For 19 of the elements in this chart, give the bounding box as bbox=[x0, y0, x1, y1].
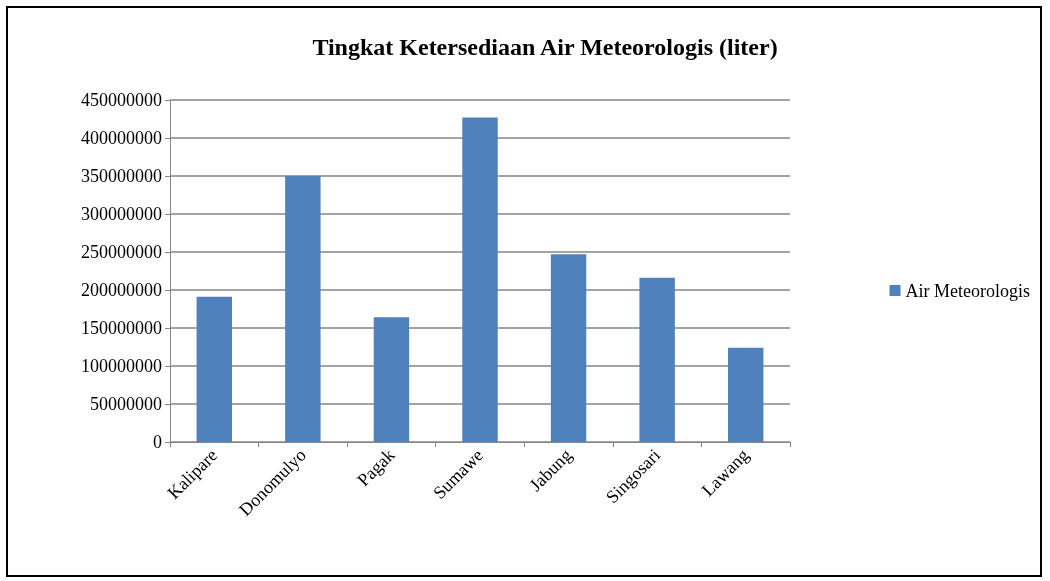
bar bbox=[373, 317, 410, 442]
y-tick-label: 450000000 bbox=[81, 90, 162, 110]
y-tick-label: 250000000 bbox=[81, 242, 162, 262]
y-tick-label: 200000000 bbox=[81, 280, 162, 300]
y-tick-label: 350000000 bbox=[81, 166, 162, 186]
legend-label: Air Meteorologis bbox=[905, 280, 1030, 301]
y-tick-label: 0 bbox=[153, 432, 162, 452]
bar bbox=[196, 296, 232, 442]
bar bbox=[639, 277, 675, 442]
y-tick-label: 50000000 bbox=[90, 394, 162, 414]
bar bbox=[550, 254, 587, 442]
y-tick-label: 100000000 bbox=[81, 356, 162, 376]
chart-title: Tingkat Ketersediaan Air Meteorologis (liter) bbox=[312, 34, 778, 60]
bar bbox=[462, 117, 498, 442]
bar bbox=[285, 176, 321, 442]
y-tick-label: 300000000 bbox=[81, 204, 162, 224]
y-tick-label: 400000000 bbox=[81, 128, 162, 148]
bar bbox=[728, 347, 764, 442]
y-tick-label: 150000000 bbox=[81, 318, 162, 338]
